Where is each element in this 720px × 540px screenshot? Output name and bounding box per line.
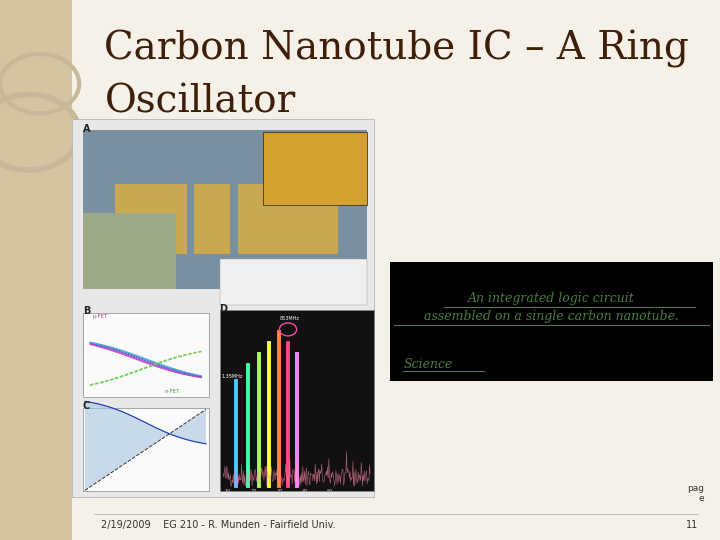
Text: 11: 11 (686, 520, 698, 530)
Bar (238, 184, 274, 254)
Text: Science: Science (403, 358, 453, 371)
Bar (302, 184, 338, 254)
Bar (194, 184, 230, 254)
Text: A: A (83, 124, 90, 134)
Text: An integrated logic circuit: An integrated logic circuit (468, 292, 635, 305)
Text: Carbon Nanotube IC – A Ring: Carbon Nanotube IC – A Ring (104, 30, 689, 68)
Bar (151, 184, 187, 254)
Text: 853MHz: 853MHz (279, 316, 300, 321)
Text: assembled on a single carbon nanotube.: assembled on a single carbon nanotube. (424, 310, 679, 323)
Bar (115, 184, 151, 254)
Text: B: B (83, 306, 90, 316)
Bar (83, 408, 209, 491)
Text: 1.35MHz: 1.35MHz (222, 374, 243, 379)
Bar (263, 132, 367, 205)
Bar (390, 262, 713, 381)
Text: 10: 10 (225, 489, 230, 494)
Bar (220, 310, 374, 491)
Text: pag
e: pag e (687, 484, 704, 503)
Text: Oscillator: Oscillator (104, 84, 296, 121)
Text: 30: 30 (276, 489, 282, 494)
Bar (83, 130, 367, 289)
Polygon shape (85, 401, 206, 490)
Text: 20: 20 (251, 489, 256, 494)
Bar (83, 313, 209, 397)
Text: 50: 50 (327, 489, 333, 494)
Bar (274, 184, 310, 254)
Text: D: D (220, 303, 228, 314)
Bar (83, 213, 176, 289)
Bar (220, 259, 367, 305)
Text: n-FET: n-FET (164, 389, 179, 394)
Text: p-FET: p-FET (92, 314, 107, 319)
Text: 40: 40 (302, 489, 308, 494)
Text: C: C (83, 401, 90, 411)
Bar (0, 0, 72, 540)
Bar (72, 119, 374, 497)
Text: 2/19/2009    EG 210 - R. Munden - Fairfield Univ.: 2/19/2009 EG 210 - R. Munden - Fairfield… (101, 520, 336, 530)
